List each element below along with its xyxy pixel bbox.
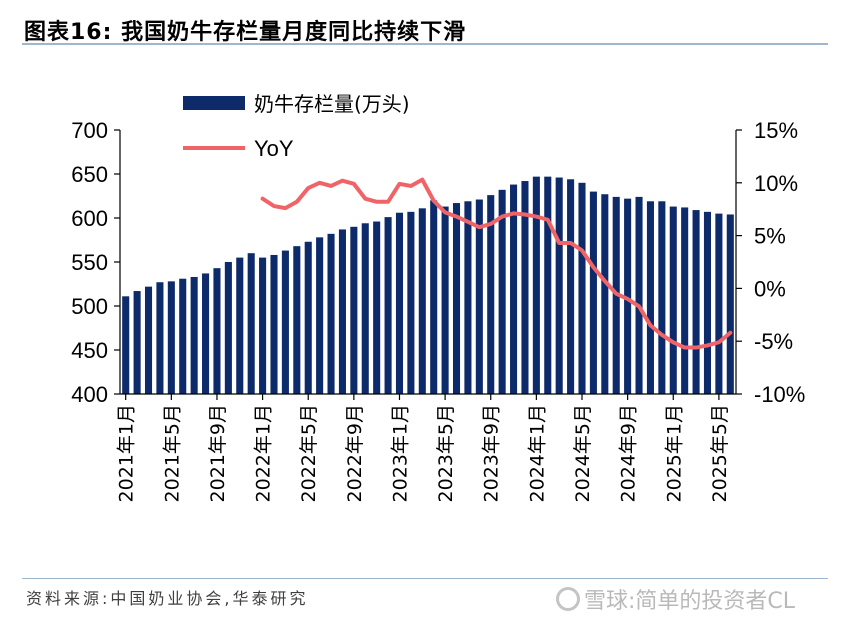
right-tick-label: 15% [754,118,798,143]
bar [544,176,552,394]
x-tick-label: 2023年9月 [481,404,503,502]
x-tick-label: 2024年9月 [618,404,640,502]
bar [167,281,175,394]
bar [144,286,153,394]
bar [224,262,232,394]
bar [350,226,358,394]
left-tick-label: 550 [71,250,108,275]
bar [624,198,632,394]
bar [532,176,540,394]
bar [190,276,198,394]
legend: 奶牛存栏量(万头) YoY [183,92,410,161]
left-tick-label: 650 [71,162,108,187]
bar [293,246,301,394]
left-tick-label: 700 [71,118,108,143]
x-tick-label: 2025年5月 [709,404,731,502]
x-tick-label: 2024年1月 [526,404,548,502]
bar [395,212,404,394]
right-tick-label: -5% [754,329,793,354]
bar [122,296,130,394]
bar [510,184,518,394]
chart-title: 图表16: 我国奶牛存栏量月度同比持续下滑 [24,20,467,45]
right-tick-label: -10% [754,382,805,407]
bar [589,191,597,394]
bar [646,201,654,394]
x-tick-label: 2023年1月 [389,404,411,502]
x-tick-label: 2022年1月 [253,404,275,502]
bar [692,210,700,394]
watermark-text: 雪球:简单的投资者CL [584,589,796,614]
bar [487,195,495,394]
bar [464,201,472,394]
bar [498,189,506,394]
x-tick-label: 2022年9月 [344,404,366,502]
left-tick-label: 600 [71,206,108,231]
bar [361,223,369,394]
legend-label-yoy: YoY [254,136,294,161]
bar [521,181,529,394]
legend-swatch-bars [183,96,245,110]
bar [441,206,449,394]
bar [133,291,141,394]
x-tick-label: 2022年5月 [298,404,320,502]
source-note: 资料来源:中国奶业协会,华泰研究 [26,589,309,608]
axes: 700 650 600 550 500 450 400 15% 10% 5% 0% -5% -10% 20… [71,118,805,502]
bar [213,268,221,394]
yoy-line [260,177,733,350]
bar [270,254,278,394]
left-tick-label: 450 [71,338,108,363]
bar [726,214,734,394]
bar [475,199,483,394]
bar [156,282,164,394]
source-rule [22,578,828,579]
bar [658,201,666,394]
bar [703,211,712,394]
bar [635,196,643,394]
right-tick-label: 0% [754,276,786,301]
bar [373,221,381,394]
bar [555,177,563,394]
x-tick-label: 2025年1月 [663,404,685,502]
bar [327,233,335,394]
bar [316,237,324,394]
x-tick-label: 2021年1月 [116,404,138,502]
bar [236,257,244,394]
bar [281,250,289,394]
left-tick-label: 500 [71,294,108,319]
bar [715,213,723,394]
bar-series [122,176,734,394]
x-tick-label: 2021年9月 [207,404,229,502]
left-tick-label: 400 [71,382,108,407]
right-tick-label: 10% [754,171,798,196]
bar [578,182,586,394]
x-tick-label: 2024年5月 [572,404,594,502]
snowball-logo-icon [556,587,580,611]
bar [384,217,392,394]
watermark: 雪球:简单的投资者CL [556,583,795,615]
bar [247,253,255,394]
x-tick-label: 2023年5月 [435,404,457,502]
bar [452,203,461,394]
x-tick-label: 2021年5月 [161,404,183,502]
bar [259,257,267,394]
bar [202,273,210,394]
bar [407,211,415,394]
bar [601,194,609,394]
legend-label-bars: 奶牛存栏量(万头) [254,92,410,116]
bar [338,229,346,394]
chart-canvas: 700 650 600 550 500 450 400 15% 10% 5% 0% -5% -10% 20… [71,92,805,502]
right-tick-label: 5% [754,224,786,249]
bar [669,206,677,394]
bar [681,207,689,394]
bar [179,278,187,394]
bar [418,208,426,394]
line-layer [260,177,733,350]
bar [430,200,438,394]
title-rule [22,43,828,45]
bar [567,179,575,394]
bar [304,241,312,394]
